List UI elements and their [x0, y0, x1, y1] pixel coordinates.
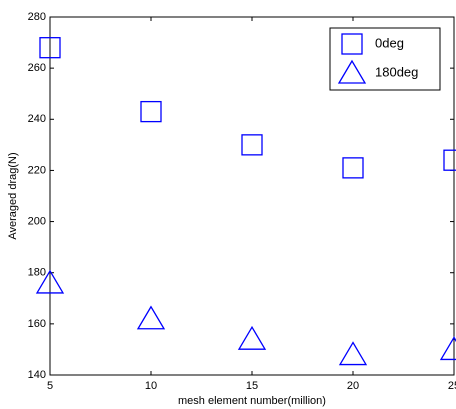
legend-marker: [337, 59, 367, 84]
y-tick-label: 260: [28, 62, 46, 74]
y-tick-label: 180: [28, 267, 46, 279]
point: [342, 157, 364, 179]
y-tick-label: 220: [28, 164, 46, 176]
point: [136, 305, 166, 330]
point: [237, 325, 267, 350]
point: [35, 269, 65, 294]
point: [140, 100, 162, 123]
point: [439, 336, 456, 361]
y-tick-label: 200: [28, 215, 46, 227]
y-axis-label: Averaged drag(N): [7, 152, 19, 239]
point: [338, 341, 368, 366]
y-tick-label: 160: [28, 318, 46, 330]
y-tick-label: 240: [28, 113, 46, 125]
x-tick-label: 15: [246, 380, 258, 392]
x-tick-label: 5: [47, 380, 53, 392]
point: [241, 134, 263, 156]
legend-label: 180deg: [375, 64, 418, 79]
point: [39, 37, 61, 59]
x-axis-label: mesh element number(million): [178, 395, 326, 407]
x-tick-label: 25: [448, 380, 456, 392]
x-tick-label: 10: [145, 380, 157, 392]
legend-box: [329, 27, 441, 91]
legend-label: 0deg: [375, 35, 404, 50]
x-tick-label: 20: [347, 380, 359, 392]
y-tick-label: 280: [28, 11, 46, 23]
legend-marker: [341, 33, 363, 55]
y-tick-label: 140: [28, 369, 46, 381]
point: [443, 149, 456, 171]
